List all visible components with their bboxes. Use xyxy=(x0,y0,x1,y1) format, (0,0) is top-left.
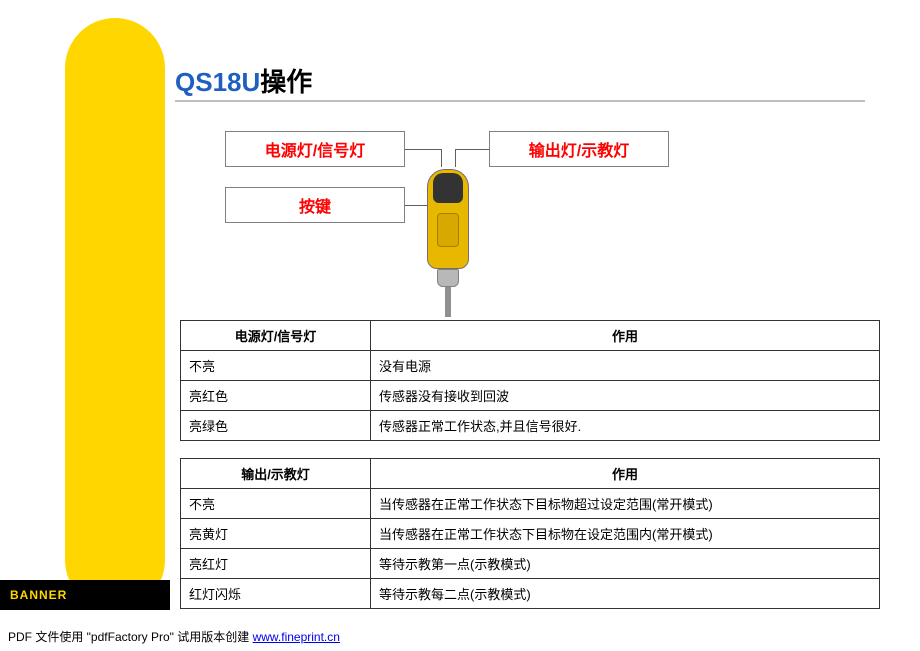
table-cell: 传感器正常工作状态,并且信号很好. xyxy=(371,411,880,441)
table-cell: 亮黄灯 xyxy=(181,519,371,549)
logo-strip: BANNER xyxy=(0,580,170,610)
table-row: 不亮 没有电源 xyxy=(181,351,880,381)
side-band xyxy=(65,18,165,610)
table-cell: 传感器没有接收到回波 xyxy=(371,381,880,411)
table-row: 亮红灯 等待示教第一点(示教模式) xyxy=(181,549,880,579)
sensor-connector xyxy=(437,269,459,287)
table-header: 作用 xyxy=(371,459,880,489)
connector-line xyxy=(455,149,456,167)
power-signal-table: 电源灯/信号灯 作用 不亮 没有电源 亮红色 传感器没有接收到回波 亮绿色 传感… xyxy=(180,320,880,441)
table-cell: 等待示教每二点(示教模式) xyxy=(371,579,880,609)
table-header: 输出/示教灯 xyxy=(181,459,371,489)
table-cell: 不亮 xyxy=(181,489,371,519)
label-output-teach: 输出灯/示教灯 xyxy=(489,131,669,167)
sensor-wire xyxy=(445,287,451,317)
table-row: 红灯闪烁 等待示教每二点(示教模式) xyxy=(181,579,880,609)
table-header-row: 输出/示教灯 作用 xyxy=(181,459,880,489)
footer-text: PDF 文件使用 "pdfFactory Pro" 试用版本创建 xyxy=(8,630,253,644)
connector-line xyxy=(441,149,442,167)
connector-line xyxy=(405,149,441,150)
table-row: 亮绿色 传感器正常工作状态,并且信号很好. xyxy=(181,411,880,441)
footer-link[interactable]: www.fineprint.cn xyxy=(253,630,340,644)
table-row: 不亮 当传感器在正常工作状态下目标物超过设定范围(常开模式) xyxy=(181,489,880,519)
sensor-top xyxy=(433,173,463,203)
table-cell: 不亮 xyxy=(181,351,371,381)
output-teach-table: 输出/示教灯 作用 不亮 当传感器在正常工作状态下目标物超过设定范围(常开模式)… xyxy=(180,458,880,609)
table-header-row: 电源灯/信号灯 作用 xyxy=(181,321,880,351)
table-cell: 等待示教第一点(示教模式) xyxy=(371,549,880,579)
table-header: 电源灯/信号灯 xyxy=(181,321,371,351)
table-row: 亮黄灯 当传感器在正常工作状态下目标物在设定范围内(常开模式) xyxy=(181,519,880,549)
table-cell: 没有电源 xyxy=(371,351,880,381)
table-row: 亮红色 传感器没有接收到回波 xyxy=(181,381,880,411)
logo-text: BANNER xyxy=(10,588,67,602)
connector-line xyxy=(455,149,489,150)
label-power-signal: 电源灯/信号灯 xyxy=(225,131,405,167)
table-cell: 亮红灯 xyxy=(181,549,371,579)
page-title: QS18U操作 xyxy=(175,62,312,99)
title-underline xyxy=(175,100,865,102)
pdf-footer: PDF 文件使用 "pdfFactory Pro" 试用版本创建 www.fin… xyxy=(8,628,340,645)
title-model: QS18U xyxy=(175,67,260,97)
sensor-illustration xyxy=(423,169,473,289)
diagram-area: 电源灯/信号灯 输出灯/示教灯 按键 xyxy=(225,125,725,315)
table-header: 作用 xyxy=(371,321,880,351)
table-cell: 亮绿色 xyxy=(181,411,371,441)
table-cell: 亮红色 xyxy=(181,381,371,411)
label-button: 按键 xyxy=(225,187,405,223)
table-cell: 当传感器在正常工作状态下目标物在设定范围内(常开模式) xyxy=(371,519,880,549)
title-suffix: 操作 xyxy=(260,67,312,97)
table-cell: 红灯闪烁 xyxy=(181,579,371,609)
sensor-inner xyxy=(437,213,459,247)
table-cell: 当传感器在正常工作状态下目标物超过设定范围(常开模式) xyxy=(371,489,880,519)
